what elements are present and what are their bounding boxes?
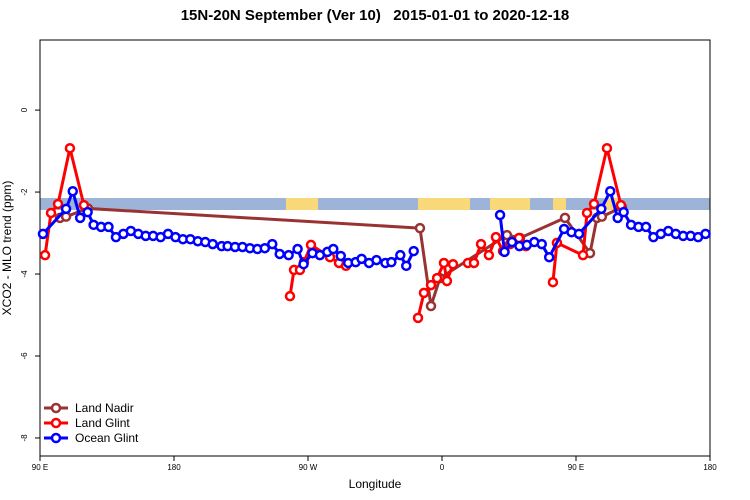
data-point [259, 242, 271, 254]
x-tick-label: 90 E [32, 463, 48, 472]
legend-label: Ocean Glint [75, 431, 139, 445]
land-mask-strip [40, 198, 710, 210]
data-point [412, 312, 424, 324]
data-point [292, 243, 303, 255]
data-point [612, 212, 623, 224]
data-point [64, 142, 76, 154]
data-point [499, 246, 510, 258]
data-point [475, 238, 487, 250]
x-tick-label: 90 E [568, 463, 584, 472]
y-axis-label: XCO2 - MLO trend (ppm) [0, 181, 14, 316]
data-point [618, 206, 629, 218]
data-point [543, 251, 555, 263]
data-point [559, 212, 571, 224]
legend-marker [50, 417, 62, 429]
data-point [328, 243, 339, 255]
data-point [506, 236, 518, 248]
data-point [468, 257, 480, 269]
x-tick-label: 180 [167, 463, 181, 472]
data-point [371, 254, 382, 266]
data-point [60, 203, 72, 215]
data-point [490, 231, 502, 243]
data-point [45, 207, 57, 219]
chart-title: 15N-20N September (Ver 10) 2015-01-01 to… [181, 7, 570, 24]
data-point [438, 257, 450, 269]
data-point [39, 249, 51, 261]
data-point [335, 250, 347, 262]
data-point [52, 198, 64, 210]
data-point [414, 222, 426, 234]
data-point [401, 260, 412, 272]
data-point [284, 290, 296, 302]
legend-marker [50, 402, 62, 414]
data-point [441, 275, 453, 287]
data-point [604, 185, 616, 197]
data-point [581, 207, 593, 219]
data-point [74, 212, 86, 224]
data-point [596, 203, 607, 215]
data-point [418, 287, 430, 299]
data-point [395, 249, 406, 261]
data-point [640, 221, 652, 233]
plot-frame [39, 39, 711, 457]
data-point [274, 248, 285, 260]
data-point [103, 221, 114, 233]
data-point [431, 272, 443, 284]
y-tick-label: -8 [20, 434, 29, 442]
x-tick-label: 0 [440, 463, 445, 472]
data-point [494, 209, 506, 221]
data-point [408, 245, 419, 257]
data-point [425, 300, 437, 312]
legend-label: Land Glint [75, 416, 130, 430]
data-point [207, 238, 218, 250]
data-point [356, 253, 367, 265]
data-point [588, 198, 600, 210]
data-point [700, 228, 711, 240]
data-point [82, 206, 93, 218]
data-point [67, 185, 79, 197]
x-axis-label: Longitude [349, 477, 402, 491]
data-point [601, 142, 613, 154]
legend-label: Land Nadir [75, 401, 134, 415]
data-point [386, 256, 397, 268]
y-tick-label: 0 [20, 107, 29, 112]
x-tick-label: 90 W [299, 463, 318, 472]
data-point [425, 279, 437, 291]
x-tick-label: 180 [703, 463, 717, 472]
data-point [305, 239, 317, 251]
data-point [483, 249, 495, 261]
data-point [298, 258, 309, 270]
y-tick-label: -2 [20, 188, 29, 196]
data-point [267, 238, 278, 250]
y-tick-label: -4 [20, 270, 29, 278]
data-point [573, 228, 585, 240]
data-point [283, 249, 294, 261]
data-point [536, 238, 548, 250]
y-tick-label: -6 [20, 352, 29, 360]
data-point [547, 276, 559, 288]
data-point [37, 228, 49, 240]
data-point [577, 249, 589, 261]
data-point [447, 258, 459, 270]
legend-marker [50, 432, 62, 444]
